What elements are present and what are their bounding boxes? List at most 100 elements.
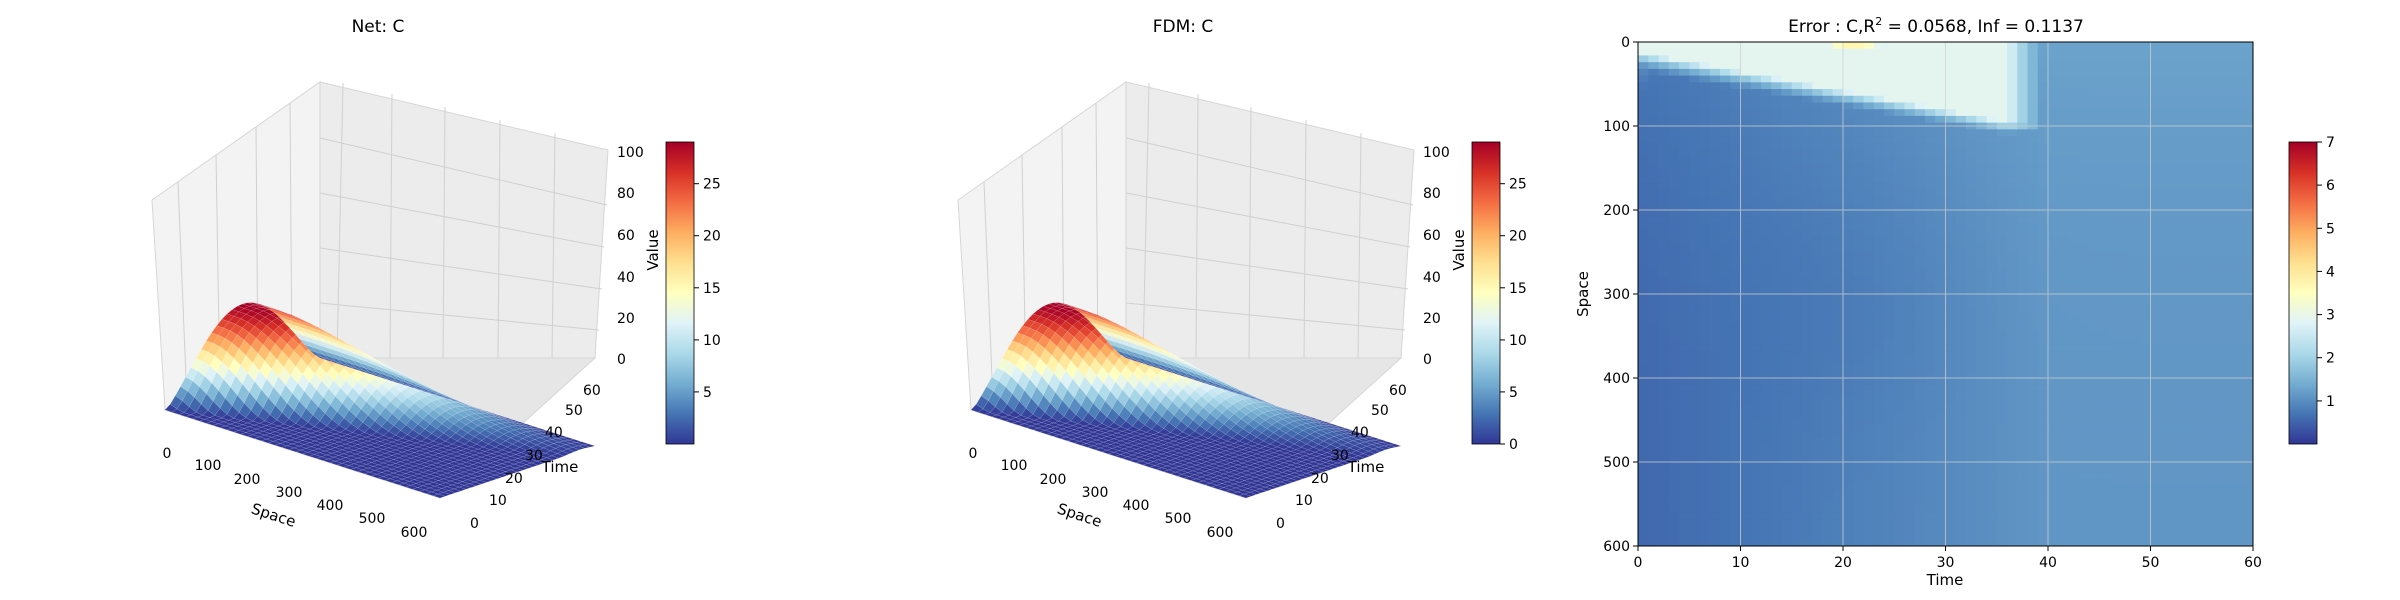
heatmap-cell — [1935, 210, 1947, 218]
heatmap-cell — [1679, 75, 1690, 83]
surface-patch — [1259, 399, 1273, 406]
fdm-ytick: 40 — [1351, 425, 1369, 441]
heatmap-cell — [1966, 283, 1977, 292]
heatmap-cell — [1730, 250, 1742, 258]
surface-patch — [195, 349, 209, 362]
heatmap-cell — [1679, 210, 1690, 218]
surface-patch — [230, 375, 243, 396]
heatmap-cell — [1843, 75, 1854, 83]
heatmap-cell — [1740, 95, 1752, 104]
surface-patch — [437, 465, 451, 470]
heatmap-cell — [1709, 102, 1721, 110]
heatmap-cell — [1730, 283, 1742, 292]
heatmap-cell — [1812, 189, 1824, 198]
heatmap-cell — [2222, 149, 2234, 157]
heatmap-cell — [2068, 304, 2080, 312]
heatmap-cell — [2232, 196, 2244, 204]
heatmap-cell — [1822, 230, 1834, 238]
surface-patch — [252, 302, 265, 306]
surface-patch — [1058, 313, 1072, 322]
heatmap-cell — [2232, 48, 2244, 57]
surface-patch — [448, 488, 462, 493]
heatmap-cell — [2130, 270, 2141, 278]
surface-patch — [468, 468, 482, 473]
surface-patch — [1352, 455, 1366, 461]
heatmap-cell — [1884, 129, 1895, 137]
surface-patch — [1055, 380, 1068, 401]
heatmap-cell — [2232, 183, 2244, 191]
surface-patch — [554, 446, 568, 452]
heatmap-cell — [2212, 263, 2223, 272]
heatmap-cell — [1812, 263, 1824, 272]
surface-patch — [1208, 376, 1221, 384]
heatmap-cell — [1843, 317, 1854, 325]
surface-patch — [1098, 320, 1111, 329]
surface-patch — [1195, 435, 1209, 441]
surface-patch — [1239, 392, 1252, 398]
surface-patch — [1305, 457, 1319, 463]
heatmap-cell — [1699, 270, 1711, 278]
heatmap-cell — [1730, 149, 1742, 157]
surface-patch — [522, 454, 536, 460]
heatmap-cell — [2181, 109, 2193, 117]
surface-patch — [1115, 350, 1128, 358]
heatmap-cell — [1740, 250, 1752, 258]
heatmap-cell — [1925, 82, 1936, 90]
heatmap-cell — [1658, 236, 1670, 245]
surface-patch — [456, 454, 470, 459]
heatmap-cell — [1761, 102, 1772, 110]
heatmap-cell — [2078, 142, 2090, 151]
surface-patch — [1195, 449, 1209, 454]
heatmap-cell — [1720, 129, 1731, 137]
heatmap-cell — [1791, 277, 1803, 285]
net-xtick: 600 — [401, 525, 428, 541]
surface-patch — [1013, 400, 1027, 416]
heatmap-cell — [1976, 95, 1988, 104]
surface-patch — [241, 422, 255, 427]
heatmap-cell — [1904, 304, 1916, 312]
surface-patch — [1153, 387, 1166, 403]
heatmap-cell — [2037, 304, 2049, 312]
heatmap-cell — [1884, 230, 1895, 238]
heatmap-cell — [2160, 156, 2172, 164]
surface-patch — [1107, 452, 1122, 457]
surface-patch — [986, 376, 999, 392]
heatmap-cell — [2222, 55, 2234, 63]
surface-patch — [1113, 337, 1127, 346]
heatmap-cell — [1966, 129, 1977, 137]
heatmap-cell — [1791, 216, 1803, 225]
heatmap-cell — [2181, 115, 2193, 124]
heatmap-cell — [1976, 162, 1988, 171]
surface-patch — [298, 390, 312, 409]
heatmap-cell — [1925, 162, 1936, 171]
heatmap-cell — [1761, 223, 1772, 231]
heatmap-cell — [1925, 169, 1936, 177]
heatmap-cell — [1720, 102, 1731, 110]
heatmap-cell — [2078, 203, 2090, 211]
heatmap-cell — [2201, 156, 2213, 164]
heatmap-cell — [1720, 156, 1731, 164]
surface-patch — [197, 415, 211, 420]
surface-patch — [356, 469, 371, 474]
surface-patch — [1211, 382, 1225, 389]
heatmap-cell — [1771, 68, 1783, 77]
heatmap-cell — [1771, 62, 1783, 70]
heatmap-cell — [1822, 62, 1834, 70]
surface-patch — [226, 342, 240, 359]
heatmap-cell — [1843, 216, 1854, 225]
surface-patch — [454, 477, 469, 482]
heatmap-cell — [1925, 250, 1936, 258]
heatmap-cell — [1822, 89, 1834, 97]
surface-patch — [1188, 474, 1202, 479]
surface-patch — [489, 474, 503, 480]
heatmap-cell — [1986, 129, 1998, 137]
heatmap-cell — [2048, 203, 2059, 211]
heatmap-cell — [1679, 223, 1690, 231]
heatmap-cell — [2140, 203, 2152, 211]
heatmap-cell — [2058, 162, 2070, 171]
surface-patch — [469, 413, 482, 420]
heatmap-cell — [1884, 55, 1895, 63]
heatmap-cell — [1853, 102, 1865, 110]
heatmap-cell — [2212, 109, 2223, 117]
heatmap-cell — [2222, 216, 2234, 225]
